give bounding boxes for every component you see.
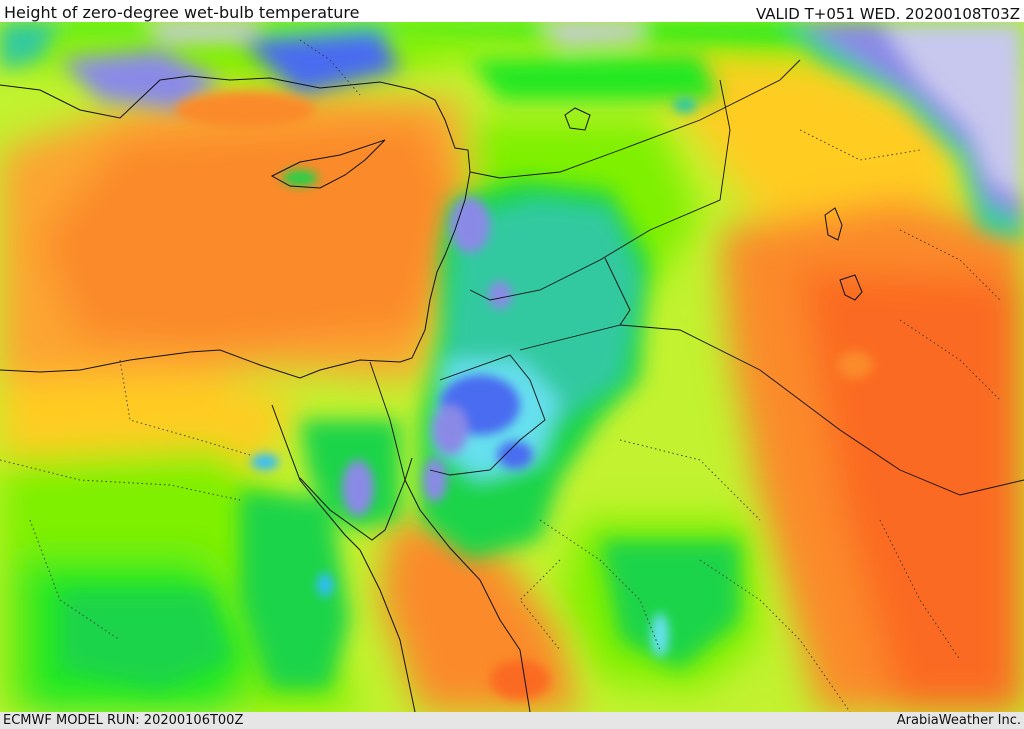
borders bbox=[369, 59, 1024, 496]
regional-borders bbox=[0, 39, 1001, 712]
field-small bbox=[175, 92, 873, 700]
map-canvas bbox=[0, 22, 1024, 712]
model-run-label: ECMWF MODEL RUN: 20200106T00Z bbox=[3, 713, 244, 728]
credit-label: ArabiaWeather Inc. bbox=[896, 713, 1021, 728]
map-header: Height of zero-degree wet-bulb temperatu… bbox=[0, 0, 1024, 23]
coastlines bbox=[0, 75, 863, 712]
map-title: Height of zero-degree wet-bulb temperatu… bbox=[4, 3, 360, 22]
map-footer: ECMWF MODEL RUN: 20200106T00Z ArabiaWeat… bbox=[0, 712, 1024, 729]
valid-time: VALID T+051 WED. 20200108T03Z bbox=[755, 5, 1020, 23]
forecast-map[interactable] bbox=[0, 22, 1024, 712]
field-large bbox=[0, 22, 1024, 712]
